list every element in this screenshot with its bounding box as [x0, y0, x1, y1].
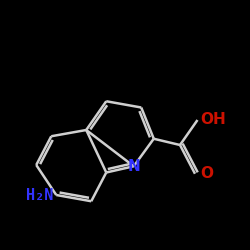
Text: OH: OH: [200, 112, 226, 128]
Text: H₂N: H₂N: [26, 188, 54, 202]
Text: O: O: [200, 166, 213, 181]
Text: N: N: [128, 159, 140, 174]
